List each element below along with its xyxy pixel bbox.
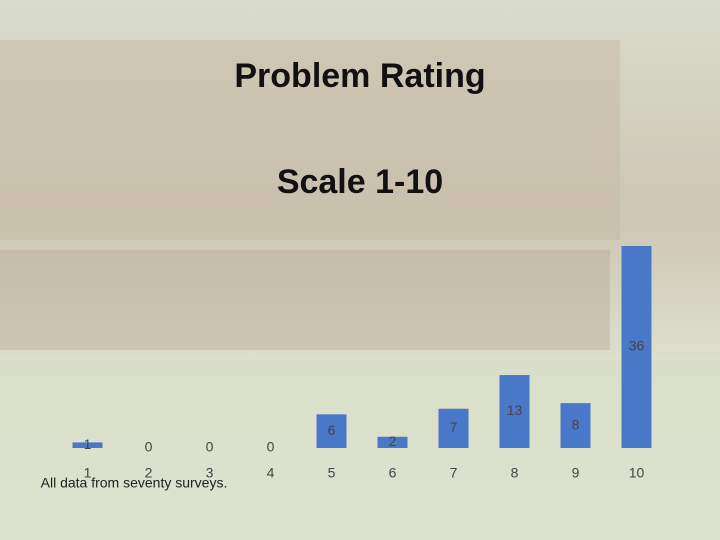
x-tick-label: 4 (267, 465, 275, 481)
data-label: 1 (84, 436, 92, 452)
x-tick-label: 7 (450, 465, 458, 481)
x-tick-label: 6 (389, 465, 397, 481)
data-label: 8 (572, 416, 580, 432)
data-label: 13 (507, 402, 523, 418)
chart-subtitle: Scale 1-10 (277, 163, 443, 201)
x-tick-label: 9 (572, 465, 580, 481)
bar (377, 436, 408, 448)
x-tick-label: 5 (328, 465, 336, 481)
data-label: 0 (206, 439, 214, 455)
grass (0, 360, 720, 540)
data-label: 0 (145, 439, 153, 455)
data-label: 0 (267, 439, 275, 455)
x-tick-label: 2 (145, 465, 153, 481)
x-tick-label: 1 (84, 465, 92, 481)
x-tick-label: 10 (629, 465, 645, 481)
bar (560, 403, 591, 448)
grate-photo (0, 40, 620, 240)
bar (621, 246, 652, 448)
x-tick-label: 3 (206, 465, 214, 481)
bar (72, 442, 103, 448)
annotation: All data from seventy surveys. (41, 475, 228, 491)
x-tick-label: 8 (511, 465, 519, 481)
bar (316, 414, 347, 448)
data-label: 7 (450, 419, 458, 435)
bar (499, 375, 530, 448)
bar (438, 408, 469, 448)
chart-title: Problem Rating (234, 57, 485, 95)
data-label: 2 (389, 433, 397, 449)
data-label: 36 (629, 338, 645, 354)
grate-bars (0, 250, 610, 350)
data-label: 6 (328, 422, 336, 438)
